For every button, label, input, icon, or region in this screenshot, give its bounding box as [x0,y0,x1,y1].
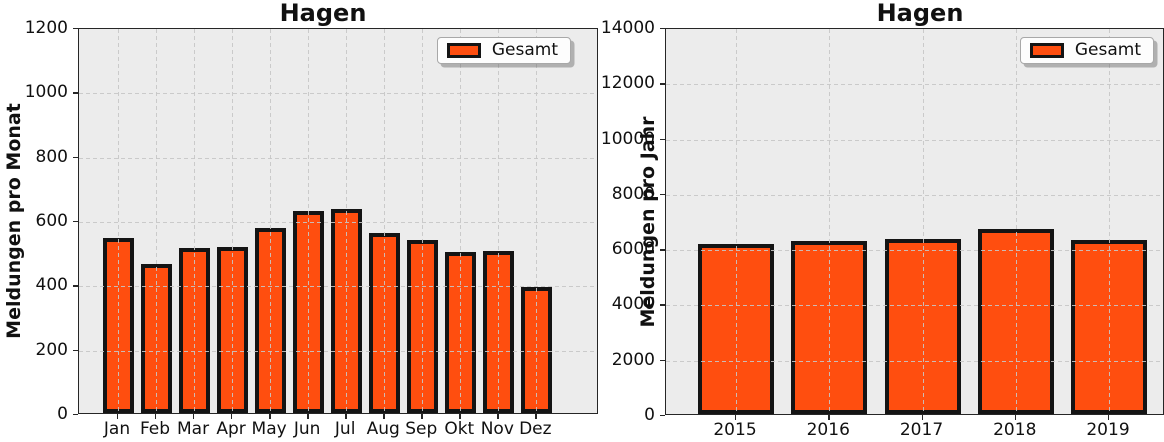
plot-area-yearly: Gesamt [665,28,1164,415]
ytick-0 [73,414,78,416]
bar-feb [140,264,172,413]
bar-2018 [977,229,1054,414]
bars-monthly [79,29,597,413]
ytick-8000 [660,193,665,196]
xtick-jun [307,414,309,419]
legend-swatch-gesamt-icon [1029,43,1064,58]
ytick-400 [73,285,78,287]
ytick-label-0: 0 [57,404,68,424]
bar-2016 [791,241,868,414]
chart-title-monthly: Hagen [279,0,367,27]
ytick-12000 [660,83,665,85]
bar-2019 [1071,240,1147,414]
xtick-label-2015: 2015 [713,420,757,440]
ytick-600 [73,221,78,223]
xtick-aug [383,414,385,419]
xtick-label-feb: Feb [139,419,171,439]
xtick-label-sep: Sep [405,419,438,439]
ytick-label-6000: 6000 [611,239,655,260]
ytick-label-1200: 1200 [24,18,68,38]
xtick-dez [535,414,537,419]
ytick-2000 [660,359,665,362]
xtick-label-2018: 2018 [993,420,1037,440]
xtick-label-may: May [251,419,287,439]
xtick-label-jun: Jun [293,419,321,439]
ytick-14000 [660,28,665,30]
ytick-label-0: 0 [644,405,655,425]
bar-jul [330,209,362,413]
xtick-2019 [1108,415,1110,420]
xtick-2018 [1014,415,1017,420]
bar-jun [292,211,324,413]
ytick-0 [660,415,665,417]
xtick-label-aug: Aug [366,419,400,439]
xtick-label-2016: 2016 [806,420,850,440]
bar-2015 [698,244,774,414]
ytick-label-600: 600 [35,211,68,231]
xtick-okt [459,414,461,419]
ytick-label-12000: 12000 [600,73,655,94]
ytick-label-200: 200 [35,339,68,360]
ytick-1000 [73,92,78,94]
ytick-label-4000: 4000 [611,294,655,315]
bar-nov [482,251,514,413]
ytick-label-8000: 8000 [611,183,655,204]
xtick-2017 [921,415,923,420]
chart-title-yearly: Hagen [876,0,964,27]
xtick-2015 [735,415,737,420]
xtick-label-2019: 2019 [1086,420,1130,440]
ytick-label-800: 800 [35,146,68,167]
legend-swatch-gesamt-icon [446,43,481,58]
xtick-jul [345,414,347,419]
xtick-label-nov: Nov [480,419,514,439]
bar-2017 [884,239,961,414]
bar-aug [368,233,400,413]
xtick-apr [231,414,233,419]
xtick-label-2017: 2017 [899,420,944,440]
ytick-label-400: 400 [35,275,68,296]
xtick-may [269,414,271,419]
legend-label-gesamt: Gesamt [491,40,558,60]
ytick-10000 [660,138,665,140]
xtick-label-okt: Okt [444,419,475,439]
xtick-label-mar: Mar [177,419,210,439]
ytick-label-2000: 2000 [611,349,655,370]
xtick-sep [421,414,423,419]
bar-mar [178,248,210,413]
ytick-1200 [73,28,78,30]
ytick-label-1000: 1000 [24,82,68,103]
xtick-mar [193,414,195,419]
xtick-label-apr: Apr [216,419,246,439]
plot-area-monthly: Gesamt [78,28,598,414]
bar-dez [520,287,552,413]
ytick-label-10000: 10000 [600,128,655,149]
ytick-4000 [660,304,665,306]
ytick-800 [73,156,78,159]
legend-yearly: Gesamt [1019,37,1154,64]
xtick-jan [117,414,119,419]
ytick-label-14000: 14000 [600,18,655,38]
xtick-feb [155,414,157,419]
xtick-2016 [828,415,830,420]
bar-jan [102,238,134,413]
bar-okt [444,252,476,413]
xtick-label-jan: Jan [103,419,131,439]
xtick-label-jul: Jul [334,419,356,439]
ytick-200 [73,349,78,352]
bar-apr [216,247,248,413]
xtick-label-dez: Dez [519,419,552,439]
ytick-6000 [660,249,665,251]
xtick-nov [497,414,499,419]
bar-sep [406,240,438,413]
bar-may [254,228,286,413]
bars-yearly [666,29,1163,414]
legend-monthly: Gesamt [436,37,571,64]
legend-label-gesamt: Gesamt [1074,40,1141,60]
